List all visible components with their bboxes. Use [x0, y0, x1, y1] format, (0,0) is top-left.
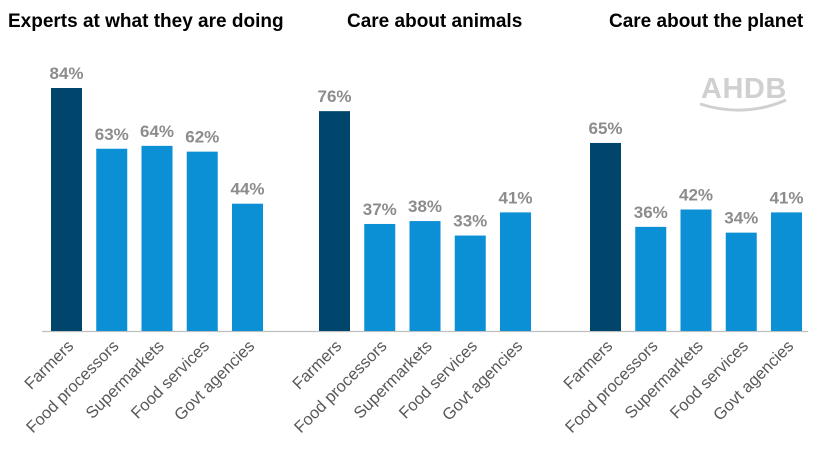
ahdb-logo: AHDB: [699, 73, 787, 112]
category-label: Supermarkets: [621, 337, 706, 422]
data-label: 65%: [588, 119, 622, 138]
panel-title: Experts at what they are doing: [8, 11, 284, 32]
data-label: 41%: [769, 188, 803, 207]
data-label: 42%: [679, 186, 713, 205]
category-label: Food services: [667, 337, 752, 422]
logo-swoosh: [699, 98, 787, 112]
bar: [96, 148, 128, 331]
bar: [319, 111, 350, 332]
category-label: Food services: [396, 337, 481, 422]
bar: [590, 142, 621, 331]
bar: [186, 151, 218, 331]
data-label: 41%: [498, 188, 532, 207]
data-label: 38%: [408, 197, 442, 216]
category-label: Supermarkets: [350, 337, 435, 422]
data-label: 64%: [140, 122, 174, 141]
category-label: Govt agencies: [710, 337, 797, 424]
data-label: 76%: [317, 87, 351, 106]
bar: [771, 212, 802, 331]
category-label: Food services: [128, 337, 213, 422]
bar: [680, 209, 712, 331]
bar: [454, 235, 486, 331]
data-label: 37%: [363, 200, 397, 219]
panel-1: Experts at what they are doing84%Farmers…: [8, 11, 284, 437]
data-label: 44%: [230, 180, 264, 199]
data-label: 36%: [634, 203, 668, 222]
bar: [51, 88, 82, 331]
bar: [232, 203, 263, 331]
data-label: 34%: [724, 209, 758, 228]
bar: [409, 221, 441, 331]
category-label: Supermarkets: [82, 337, 167, 422]
panel-title: Care about animals: [347, 11, 522, 32]
bar: [725, 232, 757, 331]
data-label: 33%: [453, 212, 487, 231]
category-label: Govt agencies: [171, 337, 258, 424]
bar: [635, 226, 667, 331]
bar: [141, 145, 173, 331]
logo-text: AHDB: [701, 73, 787, 105]
panel-title: Care about the planet: [609, 11, 804, 32]
category-label: Govt agencies: [439, 337, 526, 424]
bar: [500, 212, 531, 331]
data-label: 84%: [49, 64, 83, 83]
bar: [364, 223, 396, 331]
data-label: 62%: [185, 128, 219, 147]
data-label: 63%: [95, 125, 129, 144]
